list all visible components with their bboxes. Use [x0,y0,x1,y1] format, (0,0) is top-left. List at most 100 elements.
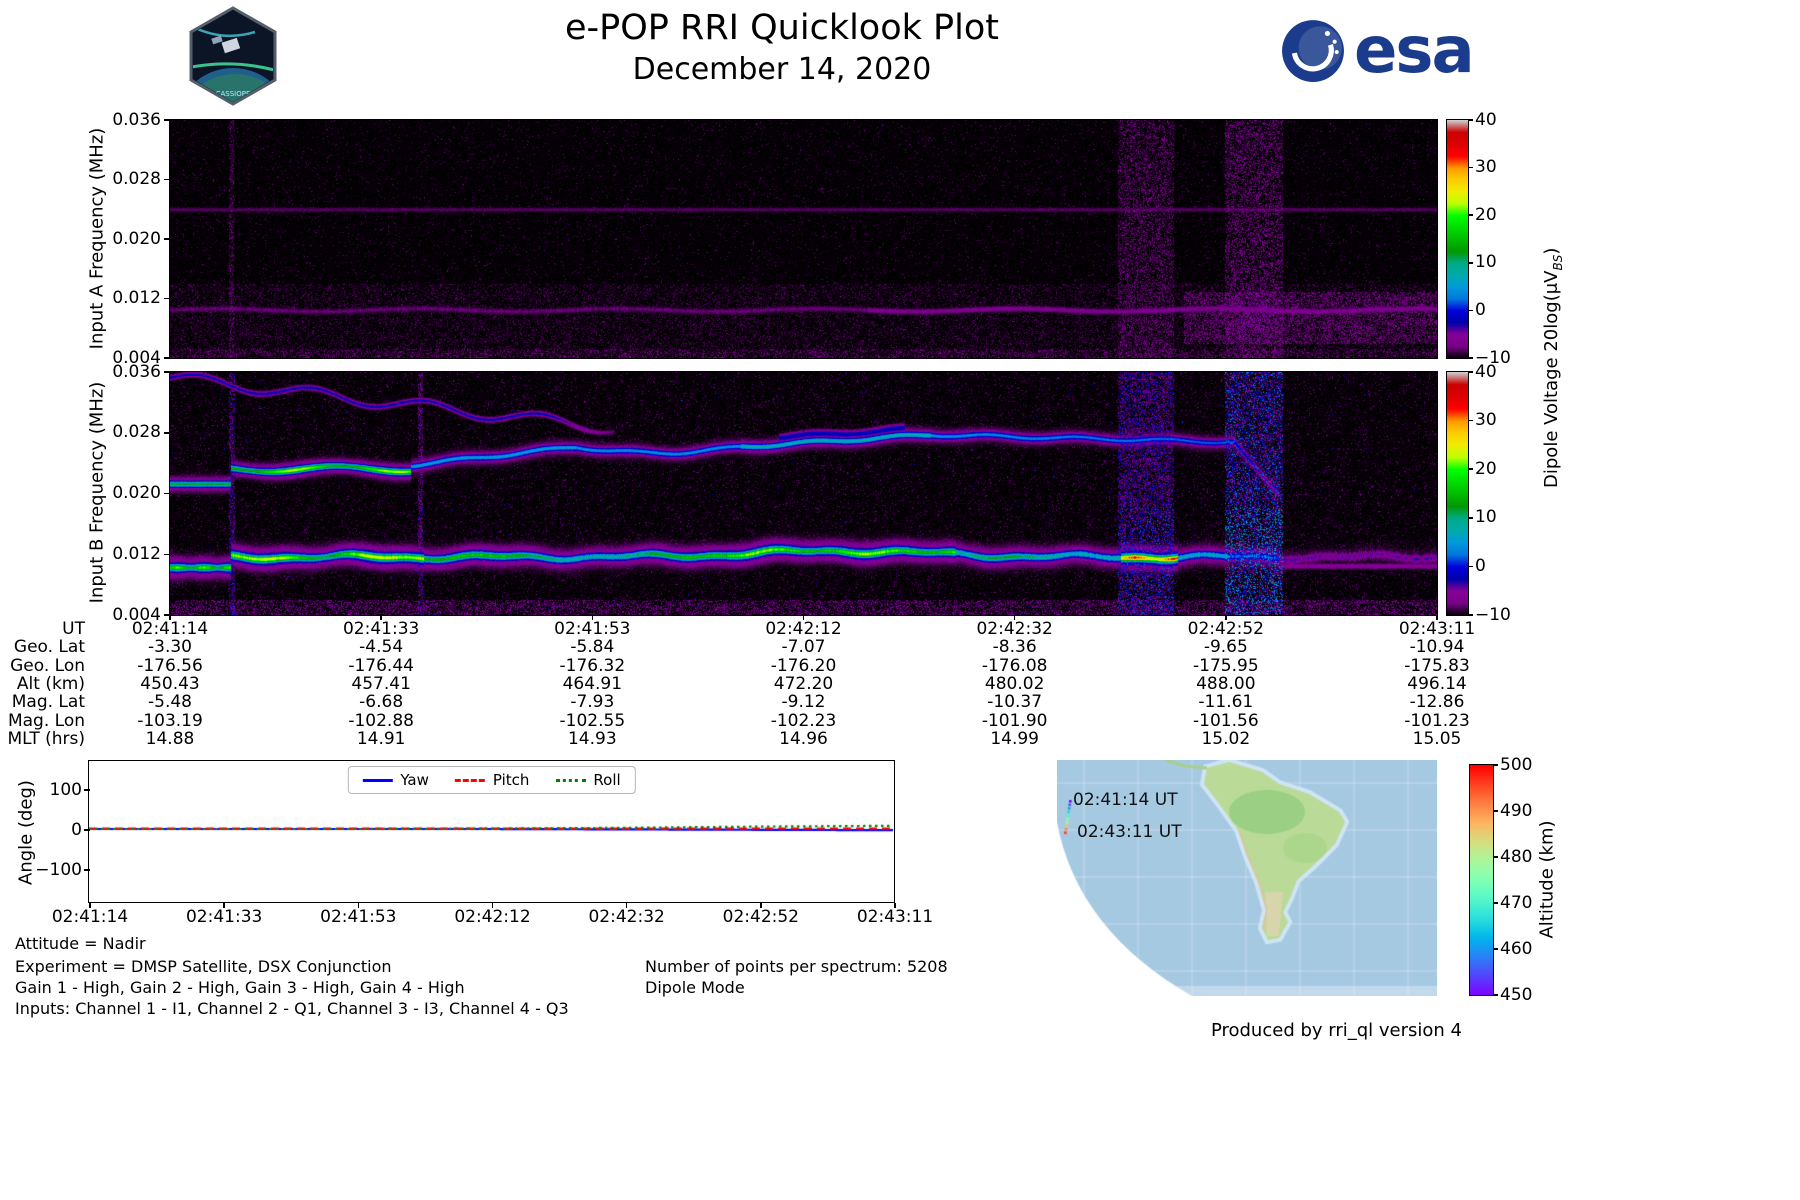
colorbar-tick-mark [1469,357,1473,359]
ephemeris-row-label: UT [62,619,85,639]
angle-xtick-label: 02:42:12 [454,907,531,927]
ephemeris-row-label: Mag. Lon [7,710,85,731]
angle-xtick-mark [625,903,628,908]
annotation-experiment: Experiment = DMSP Satellite, DSX Conjunc… [15,957,392,976]
ephemeris-value: -102.55 [559,710,626,731]
colorbar-tick-label: −10 [1475,347,1511,368]
ephemeris-value: -6.68 [359,692,404,713]
angle-ytick-label: −100 [35,859,82,880]
ephemeris-value: -103.19 [137,710,203,731]
ephemeris-value: 15.02 [1201,728,1251,749]
ground-track-map: 02:41:14 UT 02:43:11 UT [1057,760,1437,996]
alt-tick-mark [1494,994,1498,996]
angle-xtick-label: 02:43:11 [856,907,934,927]
cassiope-mission-logo: CASSIOPE [189,6,277,106]
ephemeris-value: -9.12 [781,692,826,713]
freq-tick-label: 0.020 [112,483,161,503]
ephemeris-value: -102.88 [348,710,414,731]
colorbar-tick-mark [1469,166,1473,169]
alt-tick-label: 490 [1500,800,1533,821]
ephemeris-value: 457.41 [351,673,411,694]
colorbar-tick-label: 40 [1475,361,1497,382]
freq-tick-mark [164,553,170,555]
annotation-attitude: Attitude = Nadir [15,934,146,953]
time-tick-mark [802,615,805,620]
ephemeris-value: 14.96 [779,728,828,749]
angle-plot: Yaw Pitch Roll [88,760,895,903]
colorbar-tick-mark [1469,565,1473,568]
ephemeris-value: 02:41:53 [554,619,631,639]
ephemeris-value: 14.88 [145,728,195,749]
angle-ytick-mark [84,789,90,791]
roll-line-sample-icon [555,778,586,782]
ephemeris-value: -3.30 [148,637,192,658]
freq-tick-label: 0.004 [112,604,161,625]
spectrogram-panel-b [169,371,1438,616]
angle-xtick-label: 02:41:14 [51,907,129,927]
colorbar-tick-label: 30 [1475,410,1497,431]
ephemeris-value: 472.20 [773,673,834,694]
ephemeris-row-label: Mag. Lat [11,692,85,713]
freq-tick-label: 0.028 [112,169,161,189]
altitude-colorbar-canvas [1470,765,1493,995]
ephemeris-value: -4.54 [359,637,404,658]
angle-ytick-label: 100 [49,779,82,800]
colorbar-tick-label: 0 [1475,555,1486,576]
colorbar-label-main: Dipole Voltage 20log(μV [1541,270,1563,488]
colorbar-tick-label: 30 [1475,157,1497,178]
time-tick-mark [380,615,382,620]
ephemeris-row-label: Alt (km) [16,673,85,694]
spectrogram-panel-a [169,119,1438,359]
alt-tick-label: 480 [1500,846,1533,867]
ephemeris-row-label: MLT (hrs) [7,728,85,749]
colorbar-tick-label: 20 [1475,204,1497,225]
ephemeris-value: -101.23 [1404,710,1470,731]
freq-tick-label: 0.020 [112,228,161,249]
alt-tick-label: 460 [1500,938,1533,959]
ephemeris-value: -10.37 [987,692,1043,713]
ephemeris-value: 14.99 [990,728,1039,749]
ephemeris-value: 496.14 [1407,673,1467,694]
ephemeris-value: -175.83 [1404,655,1470,676]
esa-wordmark: esa [1354,14,1475,88]
ephemeris-value: 02:41:14 [131,619,209,639]
freq-tick-mark [164,371,170,373]
colorbar-tick-label: 10 [1475,507,1497,528]
angle-xtick-label: 02:42:32 [588,907,665,927]
ephemeris-value: 02:42:12 [765,619,842,639]
alt-tick-label: 500 [1500,754,1533,775]
alt-tick-mark [1494,902,1498,904]
freq-tick-mark [164,432,170,434]
ephemeris-value: 02:42:32 [976,619,1053,639]
angle-xtick-label: 02:41:33 [185,907,263,927]
esa-emblem-icon [1282,20,1344,82]
track-end-label: 02:43:11 UT [1077,822,1182,842]
freq-tick-label: 0.036 [112,109,161,130]
freq-tick-label: 0.028 [112,422,161,443]
time-tick-mark [1013,615,1016,620]
colorbar-label: Dipole Voltage 20log(μVBS) [1541,118,1565,618]
time-tick-mark [1225,615,1227,620]
alt-tick-mark [1494,764,1498,766]
angle-xtick-mark [357,903,360,908]
colorbar-tick-mark [1469,119,1473,121]
annotation-inputs: Inputs: Channel 1 - I1, Channel 2 - Q1, … [15,999,569,1018]
spectrogram-a-canvas [170,120,1437,358]
angle-xtick-mark [223,903,225,908]
ephemeris-value: -5.48 [148,692,192,713]
ephemeris-value: -7.07 [781,637,826,658]
colorbar-label-end: ) [1541,247,1563,255]
colorbar-tick-mark [1469,262,1473,264]
annotation-mode: Dipole Mode [645,978,745,997]
angle-xtick-label: 02:41:53 [320,907,397,927]
annotation-gains: Gain 1 - High, Gain 2 - High, Gain 3 - H… [15,978,465,997]
time-tick-mark [591,615,594,620]
ephemeris-value: 14.91 [356,728,406,749]
ephemeris-value: -176.32 [559,655,626,676]
freq-tick-mark [164,357,170,359]
ephemeris-value: -176.20 [770,655,837,676]
ephemeris-value: 450.43 [140,673,200,694]
ephemeris-value: -175.95 [1193,655,1259,676]
ephemeris-value: 15.05 [1412,728,1462,749]
